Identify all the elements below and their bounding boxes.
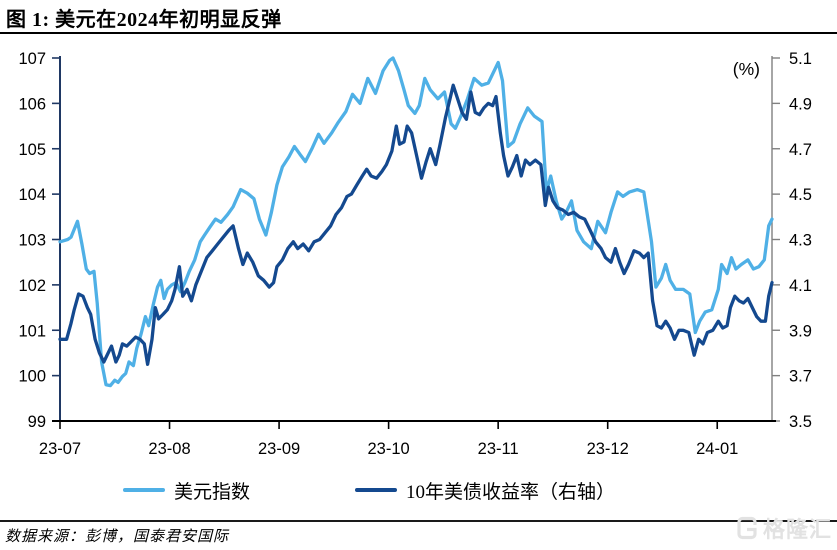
left-axis-tick-label: 100	[18, 368, 46, 386]
chart-canvas: 107 106 105 104 103 102 101 100 99 5.1 4.9 4.7 4.5 4.…	[18, 50, 812, 458]
right-axis-tick-label: 3.5	[789, 413, 812, 431]
usd-index-legend-label: 美元指数	[174, 481, 251, 503]
figure-title: 图 1: 美元在2024年初明显反弹	[6, 9, 282, 31]
left-axis-tick-label: 105	[18, 141, 46, 159]
treasury-yield-legend-swatch	[355, 488, 397, 492]
x-axis-tick-label: 23-09	[258, 440, 300, 458]
usd-index-line	[58, 56, 774, 388]
x-axis-tick-label: 23-11	[478, 440, 519, 458]
x-axis-tick-label: 24-01	[696, 440, 738, 458]
x-axis-tick-label: 23-10	[368, 440, 410, 458]
left-axis-tick-label: 104	[18, 186, 46, 204]
percent-unit-label: (%)	[733, 59, 760, 79]
legend-item-treasury-yield: 10年美债收益率（右轴）	[355, 478, 616, 503]
gelonghui-logo-text: 格隆汇	[762, 517, 832, 542]
right-axis-tick-label: 5.1	[789, 50, 812, 68]
left-axis-tick-label: 102	[18, 277, 46, 295]
right-axis-tick-label: 4.9	[789, 95, 812, 113]
left-axis-tick-label: 101	[18, 322, 46, 340]
right-axis-tick-label: 4.7	[789, 141, 812, 159]
source-note: 数据来源：彭博，国泰君安国际	[5, 529, 230, 545]
legend-item-usd-index: 美元指数	[123, 478, 251, 503]
treasury-yield-legend-label: 10年美债收益率（右轴）	[406, 481, 616, 503]
right-axis-tick-label: 4.3	[789, 232, 812, 250]
left-axis-tick-label: 103	[18, 232, 46, 250]
x-axis-tick-label: 23-12	[587, 440, 629, 458]
right-axis-tick-label: 3.9	[789, 322, 812, 340]
left-axis-tick-label: 99	[28, 413, 46, 431]
right-axis-tick-label: 4.5	[789, 186, 812, 204]
left-axis-tick-label: 107	[18, 50, 46, 68]
x-axis-tick-label: 23-07	[39, 440, 81, 458]
right-axis-tick-label: 4.1	[789, 277, 812, 295]
right-axis-tick-label: 3.7	[789, 368, 812, 386]
gelonghui-logo-icon	[737, 516, 757, 540]
footer-divider	[0, 520, 837, 522]
gelonghui-logo: 格隆汇	[734, 512, 832, 544]
usd-index-legend-swatch	[123, 488, 165, 492]
treasury-yield-line	[58, 83, 774, 366]
left-axis-tick-label: 106	[18, 95, 46, 113]
x-axis-tick-label: 23-08	[148, 440, 190, 458]
title-divider	[0, 32, 837, 34]
